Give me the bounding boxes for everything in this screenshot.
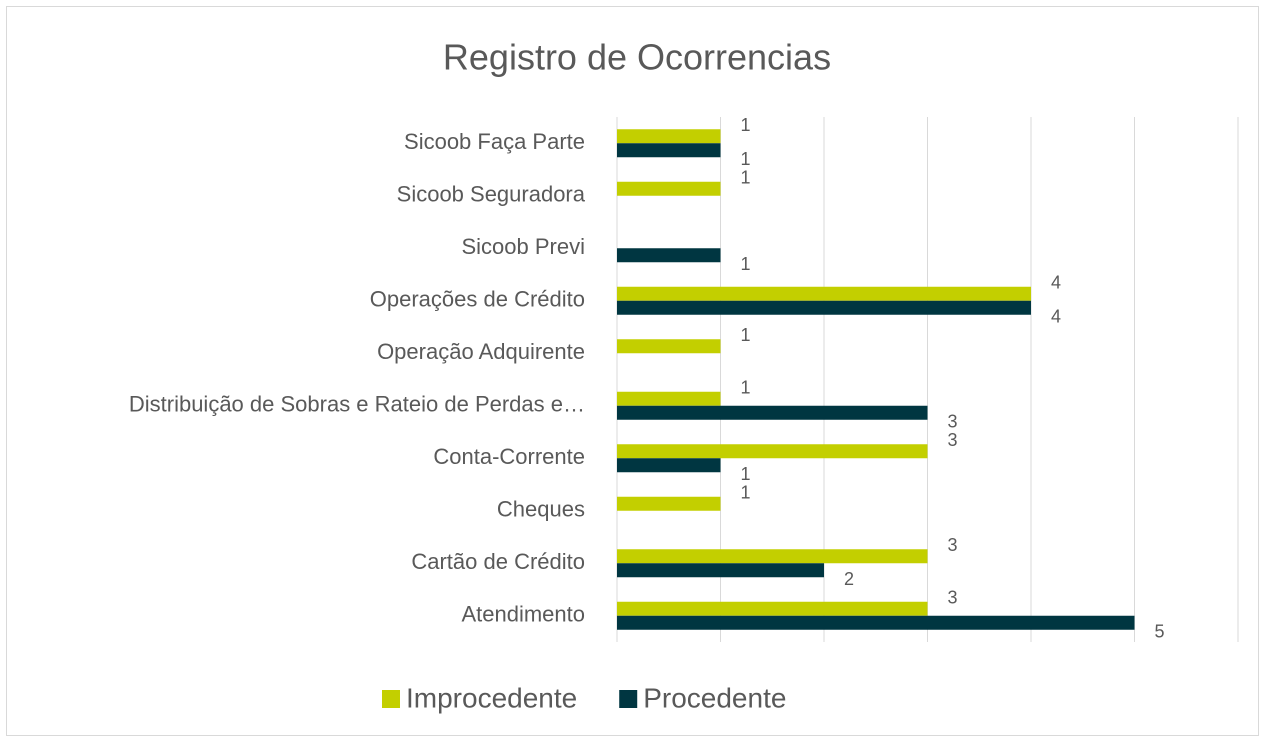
chart-title: Registro de Ocorrencias [443,37,831,78]
bar [617,563,824,578]
data-label: 1 [741,325,751,345]
data-label: 1 [741,483,751,503]
y-tick-label: Distribuição de Sobras e Rateio de Perda… [129,392,585,417]
bar [617,615,1135,630]
data-label: 1 [741,464,751,484]
y-tick-label: Atendimento [461,602,585,627]
data-label: 4 [1051,307,1061,327]
bar [617,458,721,473]
bar [617,129,721,144]
bar [617,391,721,406]
data-label: 3 [948,412,958,432]
y-tick-label: Operações de Crédito [370,287,585,312]
data-label: 3 [948,430,958,450]
y-tick-label: Sicoob Previ [461,234,585,259]
bar [617,181,721,196]
data-label: 3 [948,535,958,555]
bar [617,496,721,511]
y-tick-label: Sicoob Faça Parte [404,129,585,154]
bar [617,300,1031,315]
y-tick-label: Cheques [497,497,585,522]
legend-swatch [619,690,638,708]
y-tick-label: Operação Adquirente [377,339,585,364]
data-label: 4 [1051,273,1061,293]
data-label: 1 [741,115,751,135]
y-tick-label: Sicoob Seguradora [397,182,586,207]
legend-swatch [382,690,400,708]
y-tick-label: Cartão de Crédito [411,549,585,574]
bar [617,143,721,158]
bar [617,286,1031,301]
bar [617,405,928,420]
data-label: 2 [844,569,854,589]
data-label: 5 [1155,622,1165,642]
data-label: 1 [741,378,751,398]
bar [617,444,928,459]
bar [617,248,721,263]
bar [617,601,928,616]
data-label: 1 [741,254,751,274]
y-tick-label: Conta-Corrente [433,444,585,469]
bar [617,339,721,354]
data-label: 1 [741,149,751,169]
data-label: 1 [741,168,751,188]
legend-label: Procedente [643,682,786,713]
data-label: 3 [948,588,958,608]
legend-label: Improcedente [406,682,577,713]
bar [617,549,928,564]
